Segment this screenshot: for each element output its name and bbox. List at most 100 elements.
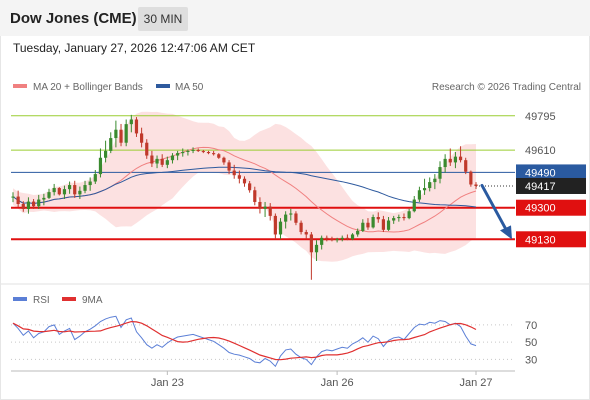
ma9-legend-swatch bbox=[62, 297, 76, 301]
candle bbox=[386, 217, 391, 231]
candle bbox=[114, 120, 118, 148]
candle bbox=[335, 237, 339, 243]
candle bbox=[145, 139, 149, 159]
candle-body bbox=[201, 151, 205, 153]
candle bbox=[217, 153, 221, 159]
candle bbox=[104, 140, 108, 163]
candle bbox=[21, 201, 25, 212]
candle bbox=[196, 148, 200, 152]
candle bbox=[428, 177, 432, 192]
copyright-label: Research © 2026 Trading Central bbox=[432, 82, 581, 93]
candle bbox=[129, 114, 133, 133]
ma9-legend-label: 9MA bbox=[82, 295, 103, 306]
rsi-legend-swatch bbox=[13, 297, 27, 301]
candle bbox=[212, 150, 216, 156]
candle-body bbox=[186, 150, 190, 152]
candle bbox=[361, 219, 365, 233]
candle-body bbox=[47, 192, 51, 198]
candle bbox=[119, 123, 123, 147]
candle bbox=[268, 203, 272, 221]
candle-body bbox=[237, 175, 241, 179]
level-tag-49300 bbox=[516, 199, 586, 216]
candle-body bbox=[31, 201, 36, 207]
candle bbox=[165, 156, 169, 169]
candle-body bbox=[191, 149, 195, 151]
candle bbox=[37, 194, 41, 210]
candle bbox=[181, 148, 185, 157]
candle-body bbox=[397, 217, 401, 219]
forecast-arrow bbox=[480, 183, 512, 240]
candle bbox=[458, 146, 463, 163]
candle-body bbox=[83, 185, 87, 191]
candle-body bbox=[350, 234, 355, 240]
candle bbox=[366, 218, 370, 230]
candle bbox=[309, 232, 313, 280]
candle-body bbox=[376, 217, 380, 220]
ma50-line bbox=[12, 166, 477, 208]
level-label-49130: 49130 bbox=[525, 234, 556, 246]
candle bbox=[443, 154, 447, 173]
rsi-tick-label-50: 50 bbox=[525, 337, 537, 349]
candle-body bbox=[453, 156, 458, 163]
candle bbox=[93, 170, 97, 184]
candle-body bbox=[124, 124, 128, 143]
candlesticks bbox=[11, 114, 478, 280]
x-axis: Jan 23 Jan 26 Jan 27 bbox=[151, 371, 493, 389]
candle-body bbox=[73, 185, 77, 195]
candle-body bbox=[361, 222, 365, 231]
candle-body bbox=[104, 150, 108, 158]
candle bbox=[253, 186, 257, 206]
candle-body bbox=[196, 149, 200, 152]
candle bbox=[474, 182, 478, 190]
bollinger-bands bbox=[13, 111, 476, 262]
candle-body bbox=[134, 119, 139, 134]
ma50-legend-swatch bbox=[156, 84, 170, 88]
candle-body bbox=[428, 182, 432, 189]
candle-body bbox=[417, 190, 422, 200]
candle-body bbox=[119, 129, 123, 143]
candle-body bbox=[155, 158, 159, 164]
candle bbox=[191, 147, 195, 154]
candle-body bbox=[37, 199, 41, 207]
rsi-tick-label-30: 30 bbox=[525, 354, 537, 366]
candle bbox=[155, 155, 159, 169]
candle-body bbox=[320, 237, 324, 245]
candle-body bbox=[407, 211, 411, 219]
candle bbox=[88, 177, 92, 191]
candle bbox=[376, 212, 380, 223]
candle bbox=[11, 192, 15, 203]
candle bbox=[248, 180, 252, 193]
candle bbox=[170, 153, 175, 164]
candle-body bbox=[253, 190, 257, 202]
candle-body bbox=[443, 158, 447, 168]
candle-body bbox=[469, 171, 473, 185]
candle-body bbox=[289, 213, 293, 215]
candle-body bbox=[258, 201, 262, 209]
candle-body bbox=[160, 158, 164, 165]
candle bbox=[433, 174, 437, 190]
candle bbox=[206, 150, 211, 155]
rsi-legend-label: RSI bbox=[33, 295, 50, 306]
candle bbox=[294, 211, 298, 226]
candle-body bbox=[284, 214, 288, 222]
candle bbox=[284, 211, 288, 229]
candle-body bbox=[273, 215, 277, 235]
ma20-legend-swatch bbox=[13, 84, 27, 88]
candle bbox=[350, 233, 355, 241]
candle-body bbox=[458, 156, 463, 161]
timeframe-badge[interactable]: 30 MIN bbox=[138, 7, 188, 31]
candle-body bbox=[438, 167, 442, 179]
candle-body bbox=[98, 157, 103, 175]
candle bbox=[67, 181, 72, 194]
rsi-ma9-line bbox=[12, 320, 477, 361]
candle-body bbox=[433, 178, 437, 183]
candle-body bbox=[268, 206, 272, 216]
rsi-tick-label-70: 70 bbox=[525, 320, 537, 332]
ma20-legend-label: MA 20 + Bollinger Bands bbox=[33, 82, 143, 93]
candle-body bbox=[356, 230, 360, 235]
candle-body bbox=[294, 213, 298, 223]
candle-body bbox=[299, 222, 303, 233]
candle bbox=[371, 214, 375, 229]
level-tag-49130 bbox=[516, 231, 586, 248]
price-levels bbox=[11, 115, 515, 241]
